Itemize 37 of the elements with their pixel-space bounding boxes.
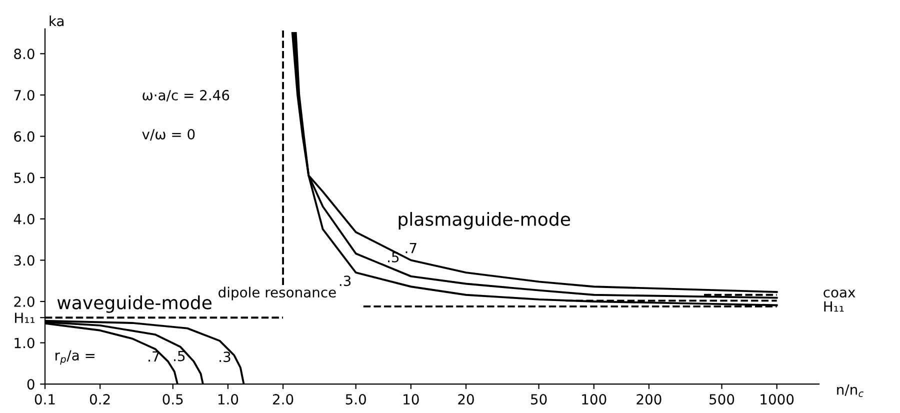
y-tick-label: 2.0 bbox=[14, 296, 34, 307]
annotation: .5 bbox=[174, 350, 185, 362]
annotation: v/ω = 0 bbox=[142, 128, 195, 141]
x-tick-label: 100 bbox=[582, 394, 606, 405]
y-tick-label: 6.0 bbox=[14, 131, 34, 142]
annotation: .7 bbox=[406, 243, 416, 254]
x-tick-label: 20 bbox=[458, 394, 474, 405]
text: coax bbox=[824, 290, 856, 298]
x-tick-label: 2.0 bbox=[273, 394, 294, 405]
x-tick-label: 0.2 bbox=[90, 394, 110, 405]
x-tick-label: 200 bbox=[636, 394, 662, 405]
x-tick-label: 50 bbox=[531, 394, 547, 405]
x-tick-label: 0.1 bbox=[34, 394, 55, 405]
y-tick-label: 7.0 bbox=[14, 90, 34, 100]
y-tick-label: 5.0 bbox=[14, 172, 34, 184]
y-tick-label: 8.0 bbox=[14, 48, 34, 60]
annotation: .3 bbox=[220, 352, 230, 362]
y-tick-label: 3.0 bbox=[14, 255, 34, 266]
annotation: .3 bbox=[340, 276, 351, 286]
x-tick-label: 5.0 bbox=[346, 394, 366, 405]
y-tick-label: 4.0 bbox=[14, 214, 34, 224]
annotation: ω·a/c = 2.46 bbox=[142, 90, 230, 102]
x-tick-label: 0.5 bbox=[162, 394, 183, 405]
y-tick-label: 1.0 bbox=[14, 338, 34, 348]
annotation: plasmaguide-mode bbox=[398, 212, 570, 230]
text: H₁₁ bbox=[824, 301, 844, 312]
y-axis-title: ka bbox=[50, 15, 64, 26]
x-tick-label: 10 bbox=[404, 394, 419, 405]
x-axis-title: n/n$_{c}$ bbox=[837, 384, 864, 398]
x-tick-label: 500 bbox=[710, 394, 734, 405]
annotation: r$_{p}$/a = bbox=[56, 350, 94, 365]
annotation: waveguide-mode bbox=[57, 295, 212, 313]
x-tick-label: 1000 bbox=[760, 394, 794, 405]
y-tick-label: 0 bbox=[27, 379, 34, 390]
y-tick-label: H₁₁ bbox=[15, 312, 35, 323]
x-tick-label: 1.0 bbox=[218, 394, 238, 405]
annotation: dipole resonance bbox=[218, 286, 336, 300]
